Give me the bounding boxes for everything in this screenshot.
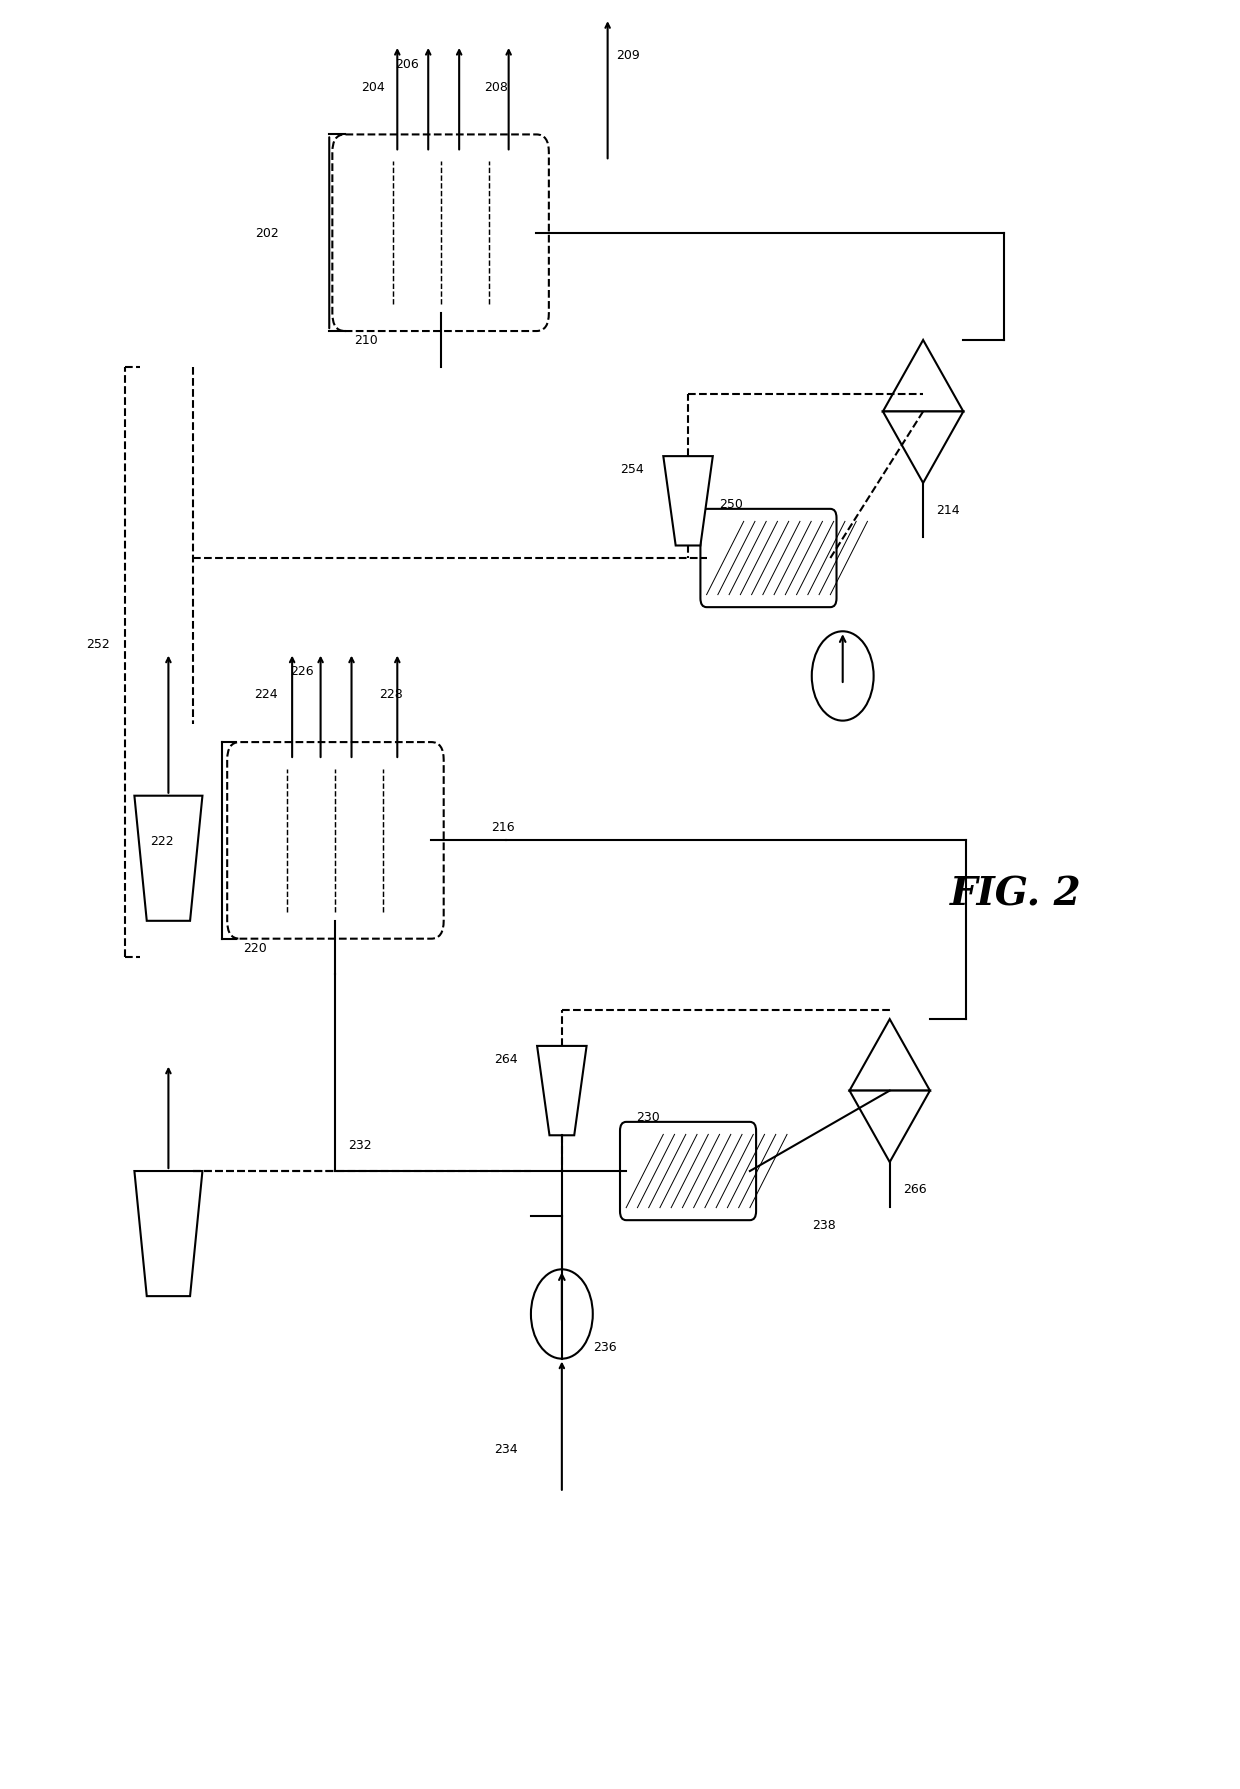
Text: 234: 234 [495, 1442, 518, 1454]
Polygon shape [849, 1091, 930, 1163]
Text: 228: 228 [379, 689, 403, 701]
Text: 214: 214 [936, 504, 960, 517]
Text: 210: 210 [355, 335, 378, 347]
Text: 236: 236 [593, 1340, 616, 1352]
Text: 222: 222 [150, 834, 174, 848]
Text: 206: 206 [396, 57, 419, 70]
Polygon shape [537, 1047, 587, 1136]
FancyBboxPatch shape [227, 742, 444, 939]
Text: FIG. 2: FIG. 2 [950, 875, 1081, 914]
Text: 264: 264 [495, 1052, 518, 1064]
Polygon shape [134, 1172, 202, 1297]
Text: 230: 230 [636, 1111, 661, 1123]
FancyBboxPatch shape [332, 136, 549, 331]
Text: 224: 224 [254, 689, 278, 701]
Polygon shape [849, 1020, 930, 1091]
Text: 232: 232 [348, 1138, 372, 1150]
Polygon shape [663, 456, 713, 546]
Polygon shape [134, 796, 202, 921]
Text: 254: 254 [620, 463, 645, 476]
Text: 226: 226 [290, 666, 314, 678]
Circle shape [812, 632, 874, 721]
Text: 266: 266 [903, 1183, 926, 1195]
Text: 216: 216 [491, 819, 515, 834]
Polygon shape [883, 340, 963, 411]
Polygon shape [883, 411, 963, 483]
Text: 238: 238 [812, 1218, 836, 1231]
Text: 208: 208 [485, 81, 508, 93]
FancyBboxPatch shape [701, 510, 837, 608]
Text: 202: 202 [255, 227, 279, 240]
FancyBboxPatch shape [620, 1122, 756, 1220]
Text: 252: 252 [86, 639, 110, 651]
Text: 220: 220 [243, 941, 267, 955]
Text: 209: 209 [616, 48, 640, 61]
Circle shape [531, 1270, 593, 1360]
Text: 204: 204 [361, 81, 384, 93]
Text: 250: 250 [719, 497, 743, 510]
